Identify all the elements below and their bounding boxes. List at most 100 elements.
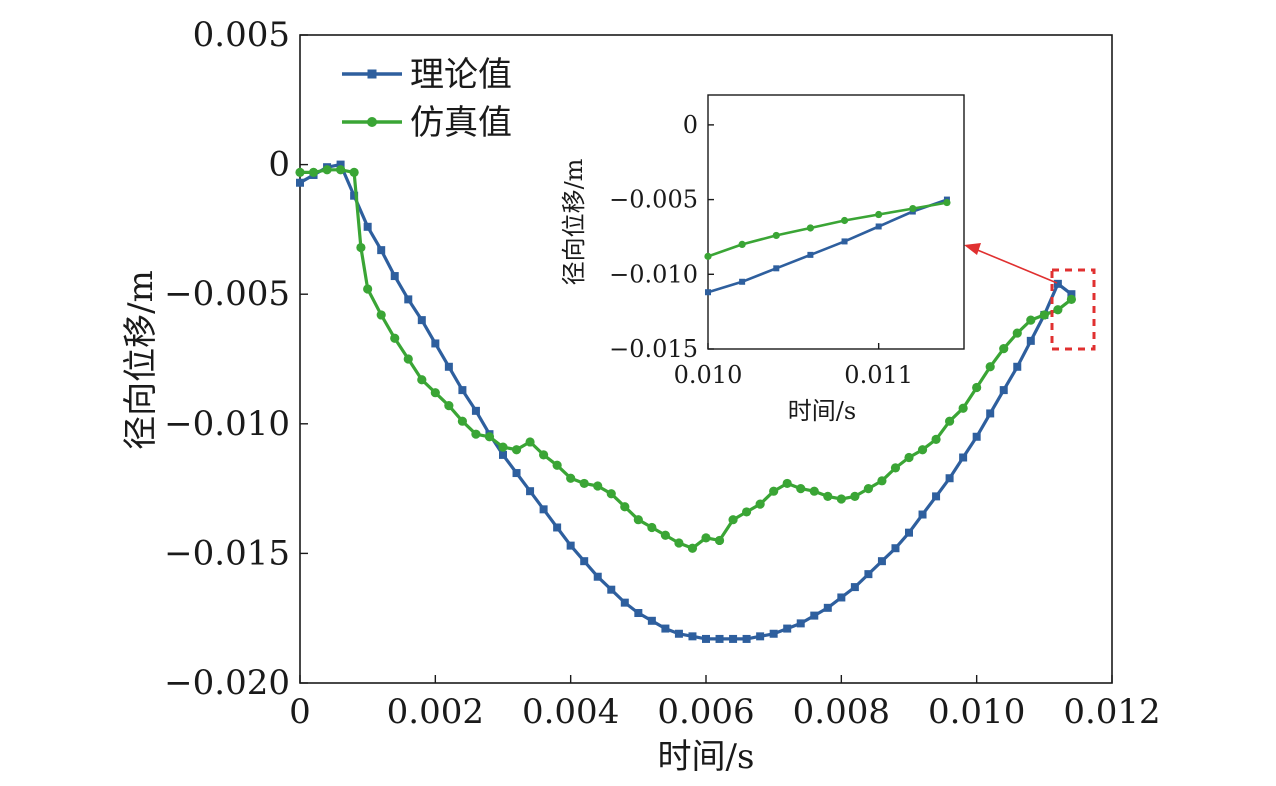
main-y-tick-label: 0 (268, 145, 290, 185)
main-point-simulation (356, 242, 366, 253)
inset-y-tick-label: −0.015 (609, 335, 698, 363)
main-point-theory (702, 634, 710, 643)
main-series-line-theory (299, 163, 1073, 641)
main-point-simulation (295, 167, 305, 177)
inset-x-tick-label: 0.011 (844, 361, 913, 389)
main-point-theory (688, 632, 697, 641)
main-point-simulation (1066, 294, 1076, 304)
main-point-theory (336, 160, 345, 169)
main-point-simulation (917, 445, 928, 455)
main-point-theory (959, 453, 968, 462)
main-point-theory (918, 510, 927, 519)
main-point-simulation (687, 543, 698, 553)
main-point-simulation (931, 434, 941, 444)
main-point-theory (363, 222, 372, 231)
main-point-theory (945, 474, 954, 483)
main-point-theory (810, 611, 819, 620)
legend-label-simulation: 仿真值 (410, 103, 512, 143)
inset-point-simulation (772, 231, 780, 240)
inset-axis-ticks: 0.010 0.011 0 −0.005 −0.010 −0.015 (609, 111, 913, 389)
inset-x-axis-label: 时间/s (788, 397, 856, 425)
main-point-simulation (796, 484, 806, 494)
main-point-theory (972, 432, 981, 441)
main-point-theory (539, 505, 548, 514)
main-point-simulation (674, 538, 684, 548)
inset-point-simulation (704, 252, 712, 260)
main-point-simulation (457, 416, 467, 426)
main-point-theory (823, 603, 832, 612)
main-x-tick-label: 0.006 (657, 692, 754, 732)
main-point-simulation (890, 463, 901, 473)
inset-y-tick-label: −0.010 (609, 260, 698, 288)
main-point-simulation (728, 515, 738, 525)
main-point-simulation (308, 167, 319, 177)
inset-y-axis-label: 径向位移/m (560, 158, 588, 285)
main-point-theory (729, 634, 738, 643)
main-point-theory (512, 469, 521, 478)
inset-y-tick-label: 0 (683, 111, 698, 139)
inset-point-theory (739, 278, 746, 285)
main-point-simulation (985, 362, 995, 372)
main-point-simulation (850, 491, 860, 501)
main-point-theory (390, 272, 399, 281)
main-point-simulation (823, 491, 833, 501)
main-point-simulation (444, 401, 454, 411)
main-point-simulation (999, 344, 1009, 354)
main-point-simulation (484, 432, 495, 442)
main-point-simulation (647, 522, 657, 533)
main-point-simulation (701, 533, 711, 543)
main-point-theory (891, 544, 900, 553)
main-point-simulation (958, 403, 968, 413)
legend-marker-theory (367, 69, 377, 79)
main-point-simulation (1026, 315, 1036, 325)
inset-point-theory (807, 251, 814, 258)
main-point-theory (566, 541, 575, 550)
main-point-simulation (1012, 328, 1022, 338)
zoom-arrow-head (964, 243, 981, 255)
main-point-theory (864, 570, 873, 579)
main-point-simulation (809, 486, 819, 496)
main-point-theory (404, 295, 413, 304)
main-point-theory (647, 616, 656, 625)
main-point-simulation (430, 388, 440, 398)
legend: 理论值 仿真值 (342, 55, 512, 143)
inset-point-simulation (875, 210, 883, 219)
main-point-simulation (769, 486, 779, 496)
main-point-simulation (363, 284, 373, 294)
main-point-theory (661, 624, 670, 633)
inset-series-line-theory (707, 198, 948, 294)
main-point-theory (634, 609, 643, 618)
main-point-simulation (417, 375, 427, 385)
main-x-tick-label: 0.008 (793, 692, 890, 732)
main-point-theory (986, 409, 995, 418)
main-point-simulation (660, 530, 671, 540)
main-point-theory (458, 386, 467, 395)
inset-point-simulation (909, 204, 917, 213)
main-x-tick-label: 0.012 (1063, 692, 1160, 732)
main-point-theory (620, 598, 629, 607)
main-point-simulation (904, 452, 914, 463)
main-point-simulation (836, 494, 846, 504)
inset-point-simulation (840, 216, 849, 225)
main-point-simulation (606, 489, 616, 499)
main-point-theory (296, 178, 304, 187)
main-point-simulation (1039, 310, 1049, 320)
main-point-simulation (349, 167, 359, 177)
main-point-theory (444, 362, 453, 371)
main-point-theory (850, 583, 859, 592)
main-point-theory (1026, 336, 1035, 345)
main-point-simulation (755, 499, 765, 509)
main-point-simulation (742, 507, 752, 517)
main-point-simulation (620, 502, 630, 512)
main-point-simulation (511, 445, 522, 455)
main-series-layer (295, 160, 1076, 643)
main-point-theory (526, 487, 535, 496)
main-point-theory (674, 629, 683, 638)
inset-point-theory (875, 223, 882, 230)
main-x-tick-label: 0 (289, 692, 311, 732)
main-point-simulation (471, 429, 481, 439)
main-point-theory (783, 624, 792, 633)
inset-point-simulation (806, 224, 815, 232)
main-point-theory (593, 572, 602, 581)
inset-point-simulation (738, 240, 746, 249)
